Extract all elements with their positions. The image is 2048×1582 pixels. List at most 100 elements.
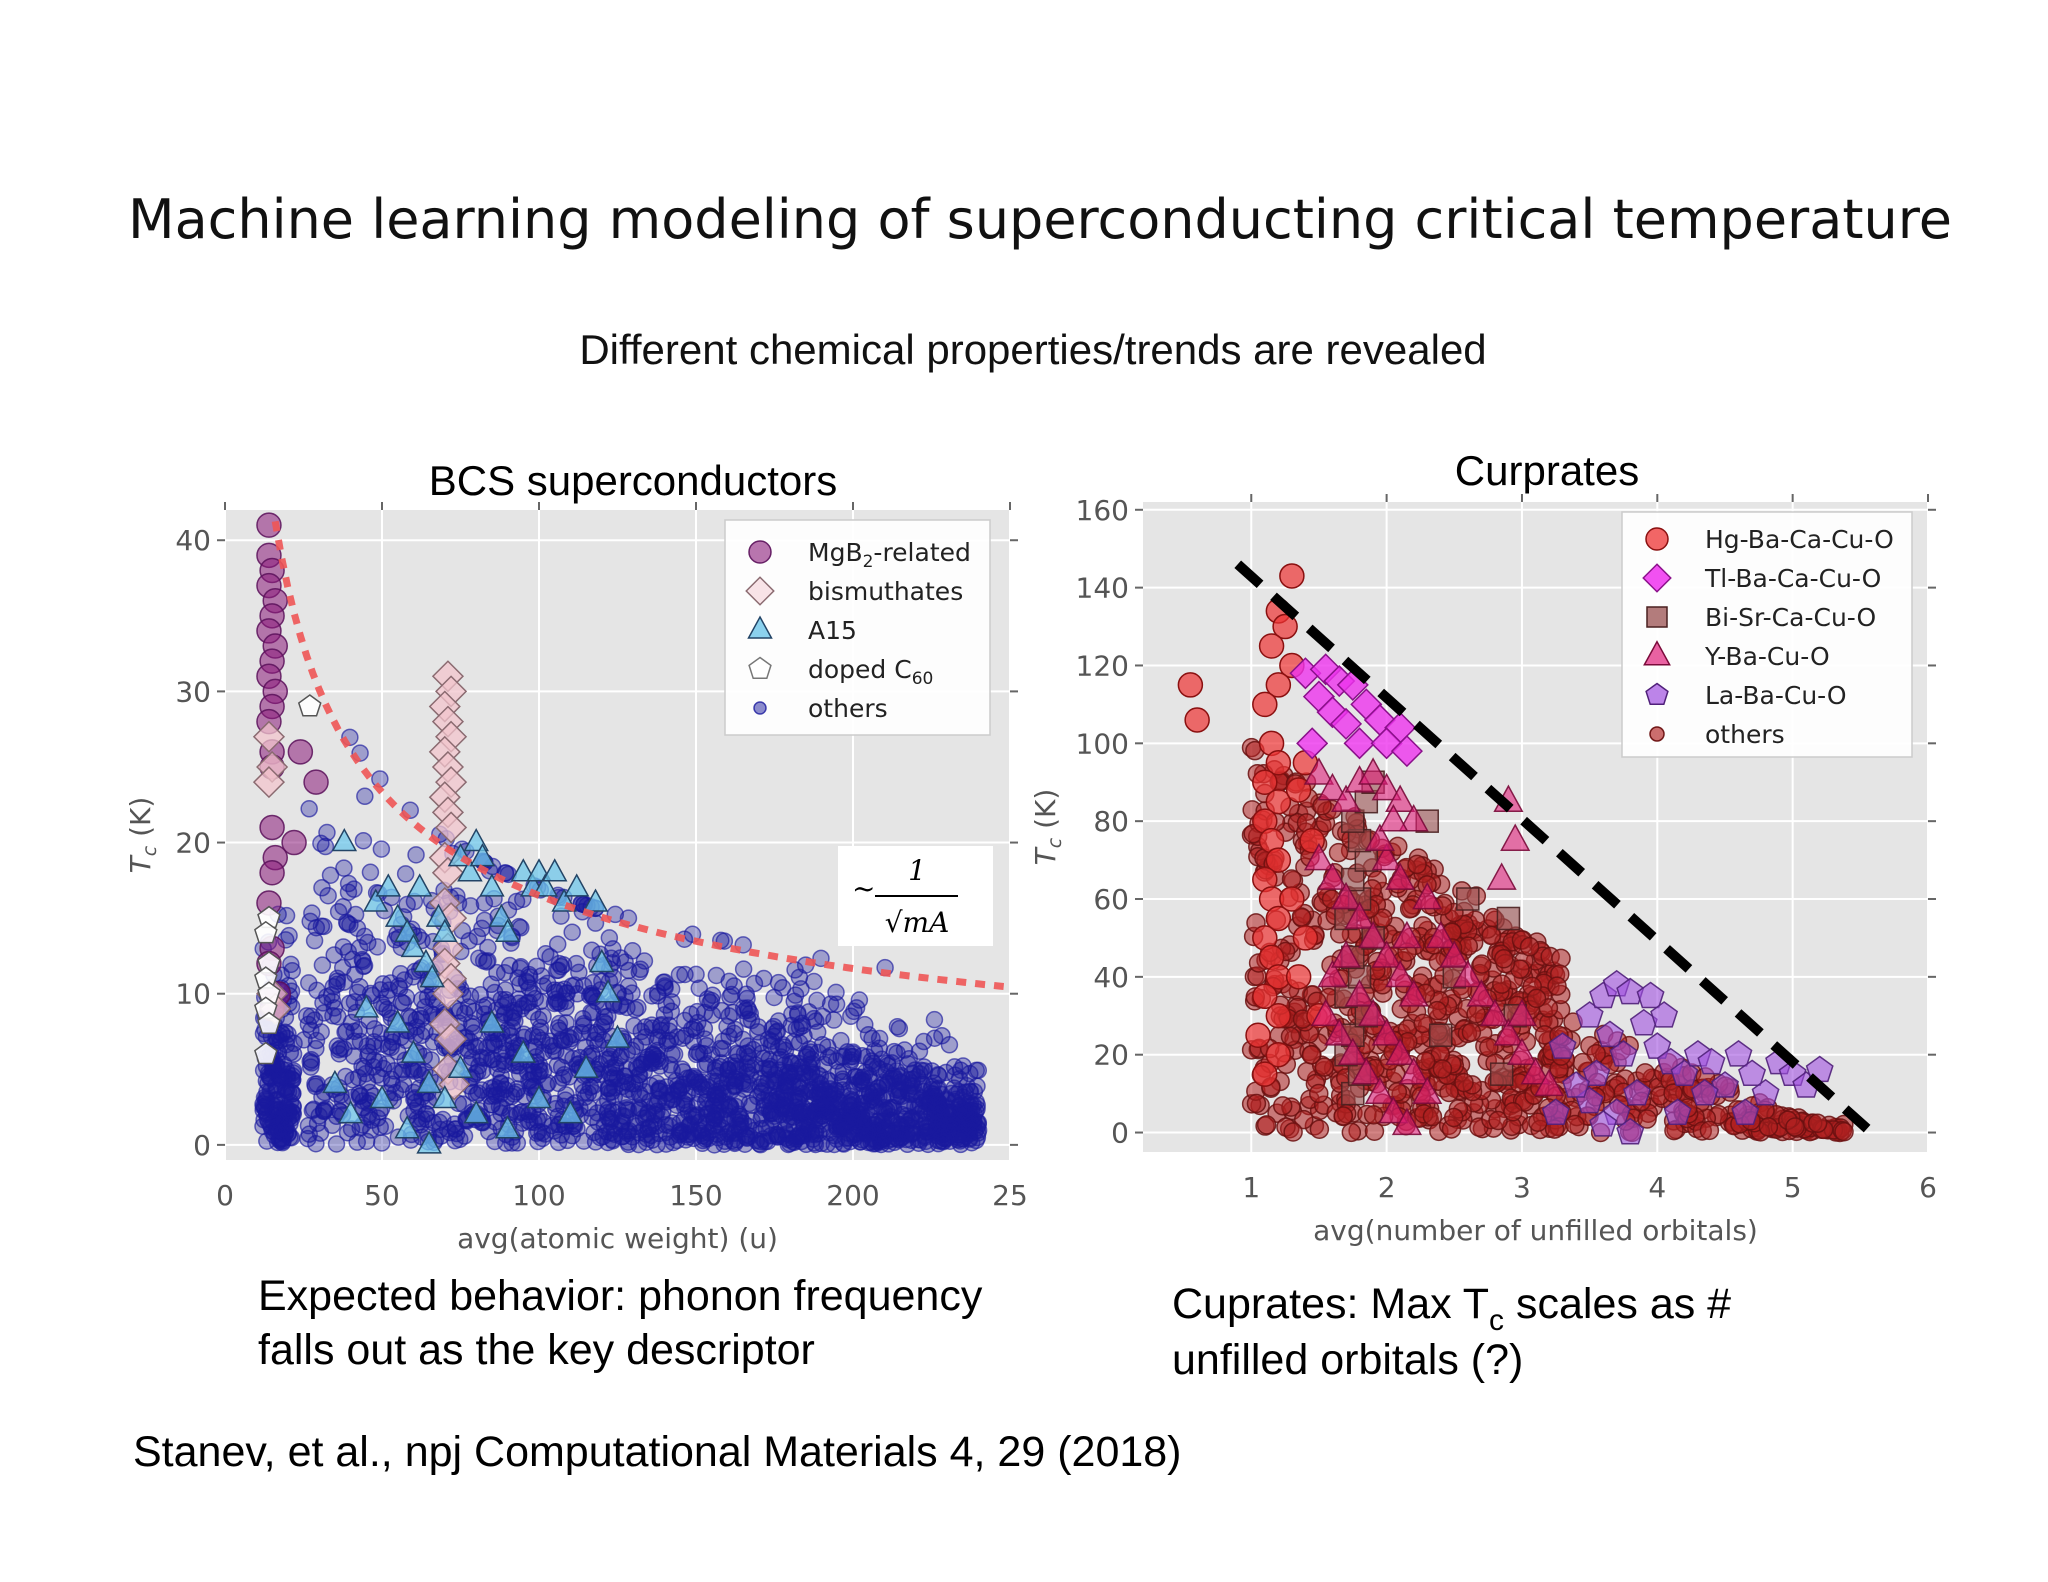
- legend-label-sub: 2: [863, 552, 874, 572]
- data-point-others: [792, 980, 810, 998]
- y-axis-label: Tc (K): [1029, 789, 1066, 866]
- data-point-others: [751, 1078, 770, 1096]
- data-point-others: [552, 1058, 571, 1077]
- data-point-others: [567, 954, 586, 973]
- data-point-others: [1519, 936, 1540, 957]
- data-point-others: [307, 1031, 326, 1050]
- data-point-y: [1506, 998, 1538, 1027]
- data-point-y: [1371, 940, 1402, 968]
- data-point-others: [1281, 869, 1302, 889]
- data-point-a15: [595, 979, 621, 1003]
- fit-annotation: ~1 √mA: [838, 846, 993, 946]
- data-point-others: [813, 1115, 831, 1134]
- data-point-others: [662, 1002, 681, 1021]
- data-point-others: [284, 1084, 302, 1103]
- data-point-a15: [526, 1084, 552, 1109]
- data-point-la: [1751, 1078, 1780, 1106]
- data-point-others: [769, 973, 788, 992]
- data-point-others: [1293, 1109, 1314, 1130]
- data-point-others: [550, 1014, 569, 1033]
- data-point-a15: [337, 1100, 364, 1124]
- data-point-others: [547, 990, 565, 1008]
- y-tick-label: 40: [175, 524, 211, 557]
- y-axis-label-unit: (K): [1029, 789, 1062, 838]
- citation: Stanev, et al., npj Computational Materi…: [133, 1428, 1182, 1476]
- data-point-others: [754, 1059, 773, 1078]
- data-point-others: [339, 883, 358, 901]
- data-point-others: [1328, 842, 1349, 863]
- data-point-others: [786, 961, 804, 979]
- data-point-c60: [254, 920, 278, 944]
- data-point-others: [531, 1022, 549, 1040]
- data-point-others: [786, 1103, 804, 1122]
- data-point-others: [339, 943, 358, 961]
- data-point-y: [1425, 920, 1456, 949]
- data-point-y: [1385, 1037, 1416, 1066]
- data-point-y: [1398, 979, 1429, 1007]
- data-point-others: [1785, 1117, 1805, 1137]
- data-point-others: [365, 1020, 384, 1038]
- data-point-a15: [463, 1100, 489, 1124]
- data-point-others: [1758, 1117, 1779, 1137]
- data-point-hg: [1292, 925, 1319, 951]
- data-point-others: [589, 1035, 607, 1053]
- data-point-others: [409, 1097, 427, 1116]
- data-point-others: [647, 1117, 666, 1135]
- x-tick-label: 50: [364, 1179, 400, 1212]
- data-point-others: [368, 938, 387, 956]
- data-point-others: [368, 1066, 387, 1084]
- data-point-y: [1378, 804, 1409, 832]
- data-point-others: [300, 800, 318, 818]
- data-point-others: [752, 1110, 770, 1128]
- legend-marker-hg: [1645, 527, 1669, 551]
- bcs-legend: MgB2-related bismuthates A15 doped C60 other…: [724, 519, 991, 736]
- data-point-others: [583, 941, 601, 959]
- data-point-others: [407, 1011, 426, 1029]
- data-point-others: [390, 977, 408, 995]
- data-point-others: [351, 978, 369, 996]
- data-point-mgb2: [287, 739, 314, 765]
- y-tick-label: 80: [1093, 805, 1129, 838]
- legend-label-main: bismuthates: [808, 577, 963, 606]
- y-tick-label: 20: [1093, 1039, 1129, 1072]
- data-point-others: [465, 1024, 483, 1042]
- data-point-hg: [1265, 905, 1292, 932]
- data-point-a15: [541, 858, 568, 882]
- data-point-others: [1807, 1113, 1828, 1134]
- data-point-la: [1636, 981, 1665, 1009]
- chart-title: Curprates: [1455, 447, 1639, 494]
- data-point-others: [1461, 1022, 1482, 1042]
- data-point-others: [933, 1026, 951, 1045]
- data-point-y: [1391, 1107, 1422, 1136]
- legend-label-main: doped C: [808, 655, 912, 684]
- data-point-others: [1635, 1063, 1655, 1083]
- x-tick-label: 5: [1784, 1171, 1802, 1204]
- data-point-others: [725, 1024, 743, 1043]
- x-tick-label: 4: [1648, 1171, 1666, 1204]
- data-point-others: [512, 1000, 531, 1018]
- data-point-others: [734, 999, 753, 1017]
- data-point-others: [805, 972, 823, 991]
- data-point-others: [821, 995, 840, 1013]
- data-point-y: [1364, 823, 1395, 851]
- caption-left-line-1: Expected behavior: phonon frequency: [258, 1272, 983, 1320]
- data-point-others: [1663, 1083, 1683, 1103]
- data-point-others: [1333, 1106, 1354, 1126]
- data-point-tl: [1390, 735, 1423, 768]
- data-point-others: [319, 886, 337, 905]
- data-point-bi: [1341, 1081, 1365, 1106]
- data-point-others: [1314, 1057, 1335, 1077]
- data-point-others: [557, 1014, 575, 1032]
- data-point-others: [767, 1093, 785, 1111]
- data-point-mgb2: [259, 814, 285, 841]
- data-point-la: [1595, 1020, 1624, 1048]
- data-point-others: [485, 1082, 503, 1101]
- data-point-la: [1616, 1117, 1645, 1145]
- data-point-others: [334, 898, 352, 916]
- data-point-others: [644, 1044, 662, 1063]
- data-point-others: [1363, 1105, 1384, 1125]
- data-point-others: [301, 912, 319, 931]
- data-point-others: [600, 929, 619, 947]
- data-point-others: [321, 866, 340, 884]
- data-point-y: [1486, 862, 1517, 890]
